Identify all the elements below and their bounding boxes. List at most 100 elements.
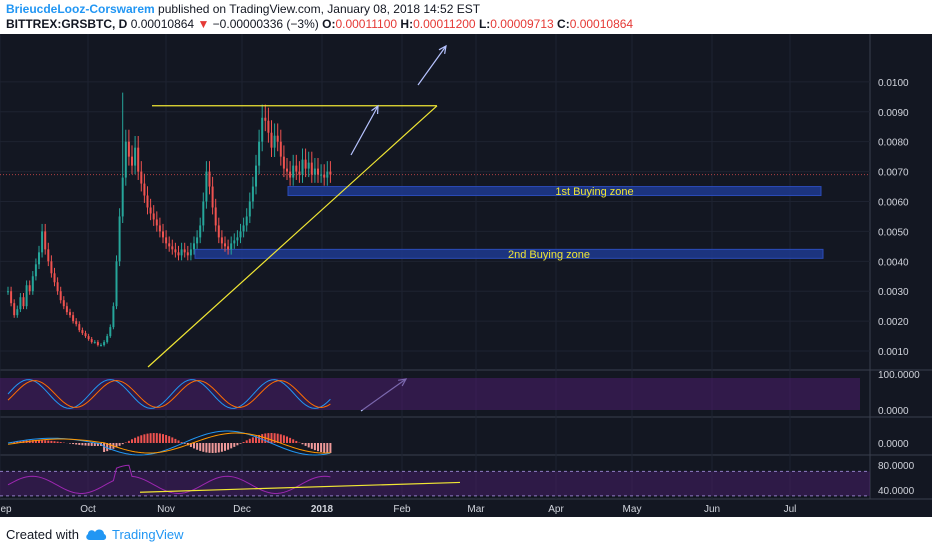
macd-histogram-bar bbox=[131, 439, 133, 443]
macd-histogram-bar bbox=[307, 443, 310, 448]
candle-body bbox=[171, 246, 174, 250]
candle-body bbox=[295, 165, 298, 172]
candle-body bbox=[183, 249, 186, 253]
y-tick-label: 0.0030 bbox=[878, 287, 909, 298]
candle-body bbox=[59, 291, 62, 301]
macd-histogram-bar bbox=[189, 443, 192, 447]
macd-histogram-bar bbox=[230, 443, 233, 449]
macd-histogram-bar bbox=[180, 442, 183, 443]
candle-body bbox=[248, 201, 251, 217]
author-link[interactable]: BrieucdeLooz-Corswarem bbox=[6, 2, 155, 16]
macd-histogram-bar bbox=[279, 434, 282, 443]
candle-body bbox=[307, 162, 310, 169]
candle-body bbox=[202, 201, 205, 226]
macd-histogram-bar bbox=[236, 443, 239, 446]
macd-histogram-bar bbox=[174, 438, 177, 443]
candle-body bbox=[233, 240, 236, 244]
macd-histogram-bar bbox=[59, 442, 62, 443]
candle-body bbox=[227, 246, 230, 250]
candle-body bbox=[19, 297, 22, 310]
macd-histogram-bar bbox=[227, 443, 230, 450]
macd-histogram-bar bbox=[177, 440, 180, 443]
macd-histogram-bar bbox=[329, 443, 332, 453]
candle-body bbox=[31, 276, 34, 292]
close-value: 0.00010864 bbox=[569, 17, 634, 31]
candle-body bbox=[50, 261, 53, 274]
candle-body bbox=[124, 141, 127, 178]
first-buying-zone-label: 1st Buying zone bbox=[555, 186, 633, 198]
macd-histogram-bar bbox=[124, 442, 127, 443]
candle-body bbox=[44, 231, 47, 250]
macd-histogram-bar bbox=[75, 443, 78, 445]
stoch-tick-label: 100.0000 bbox=[878, 370, 920, 381]
candle-body bbox=[25, 285, 28, 307]
candle-body bbox=[140, 171, 143, 184]
macd-histogram-bar bbox=[109, 443, 112, 451]
candle-body bbox=[317, 168, 319, 175]
macd-histogram-bar bbox=[34, 440, 37, 443]
candle-body bbox=[267, 120, 270, 133]
macd-histogram-bar bbox=[38, 440, 40, 443]
macd-histogram-bar bbox=[78, 443, 81, 445]
macd-histogram-bar bbox=[127, 440, 130, 443]
candle-body bbox=[199, 225, 202, 238]
macd-histogram-bar bbox=[304, 443, 307, 446]
candle-body bbox=[168, 243, 171, 247]
candle-body bbox=[282, 156, 285, 169]
stoch-k-line bbox=[7, 379, 331, 409]
candle-body bbox=[109, 327, 112, 337]
macd-line bbox=[7, 430, 331, 456]
macd-histogram-bar bbox=[251, 437, 254, 443]
open-value: 0.00011100 bbox=[335, 17, 398, 31]
candle-body bbox=[286, 168, 288, 172]
second-buying-zone-label: 2nd Buying zone bbox=[508, 249, 590, 261]
macd-histogram-bar bbox=[202, 443, 205, 452]
macd-histogram-bar bbox=[224, 443, 226, 451]
macd-histogram-bar bbox=[276, 433, 279, 443]
x-tick-label: Jun bbox=[704, 504, 720, 515]
macd-histogram-bar bbox=[146, 433, 149, 443]
macd-histogram-bar bbox=[47, 440, 50, 443]
candle-body bbox=[298, 171, 301, 175]
stoch-tick-label: 0.0000 bbox=[878, 406, 909, 417]
chart-area[interactable]: 0.0100 0.0090 0.0080 0.0070 0.0060 0.0050 0.00… bbox=[0, 34, 932, 517]
upward-arrow-icon-head bbox=[371, 104, 379, 115]
candle-body bbox=[270, 132, 273, 148]
candle-body bbox=[115, 261, 118, 307]
low-label: L: bbox=[478, 17, 491, 31]
macd-histogram-bar bbox=[261, 434, 264, 443]
candle-body bbox=[56, 282, 59, 292]
x-tick-label: Feb bbox=[393, 504, 411, 515]
macd-histogram-bar bbox=[205, 443, 208, 453]
tradingview-brand[interactable]: TradingView bbox=[112, 527, 184, 542]
upward-arrow-icon-shaft bbox=[350, 105, 379, 156]
candle-body bbox=[93, 342, 96, 344]
candle-body bbox=[251, 186, 254, 202]
down-arrow-icon: ▼ bbox=[197, 17, 210, 31]
first-buying-zone-box bbox=[287, 186, 822, 197]
macd-histogram-bar bbox=[320, 443, 323, 453]
candle-body bbox=[258, 141, 261, 166]
candle-body bbox=[242, 225, 245, 232]
x-tick-label: Jul bbox=[784, 504, 797, 515]
candle-body bbox=[90, 339, 93, 343]
open-label: O: bbox=[322, 17, 336, 31]
candle-body bbox=[53, 273, 56, 283]
candle-body bbox=[189, 249, 192, 256]
candle-body bbox=[310, 162, 313, 175]
macd-histogram-bar bbox=[84, 443, 87, 446]
candle-body bbox=[72, 315, 75, 322]
candle-body bbox=[155, 219, 158, 226]
macd-histogram-bar bbox=[41, 440, 44, 443]
publication-line: BrieucdeLooz-Corswarem published on Trad… bbox=[6, 2, 480, 16]
candle-body bbox=[273, 135, 276, 148]
candle-body bbox=[301, 159, 304, 175]
macd-histogram-bar bbox=[165, 435, 168, 443]
breakout-arrow-icon-head bbox=[438, 44, 447, 54]
macd-histogram-bar bbox=[140, 435, 143, 443]
candle-body bbox=[78, 324, 81, 331]
macd-histogram-bar bbox=[292, 439, 295, 443]
macd-histogram-bar bbox=[273, 433, 276, 443]
chart-canvas[interactable]: 0.0100 0.0090 0.0080 0.0070 0.0060 0.0050 0.00… bbox=[0, 34, 932, 517]
candle-body bbox=[34, 264, 37, 277]
